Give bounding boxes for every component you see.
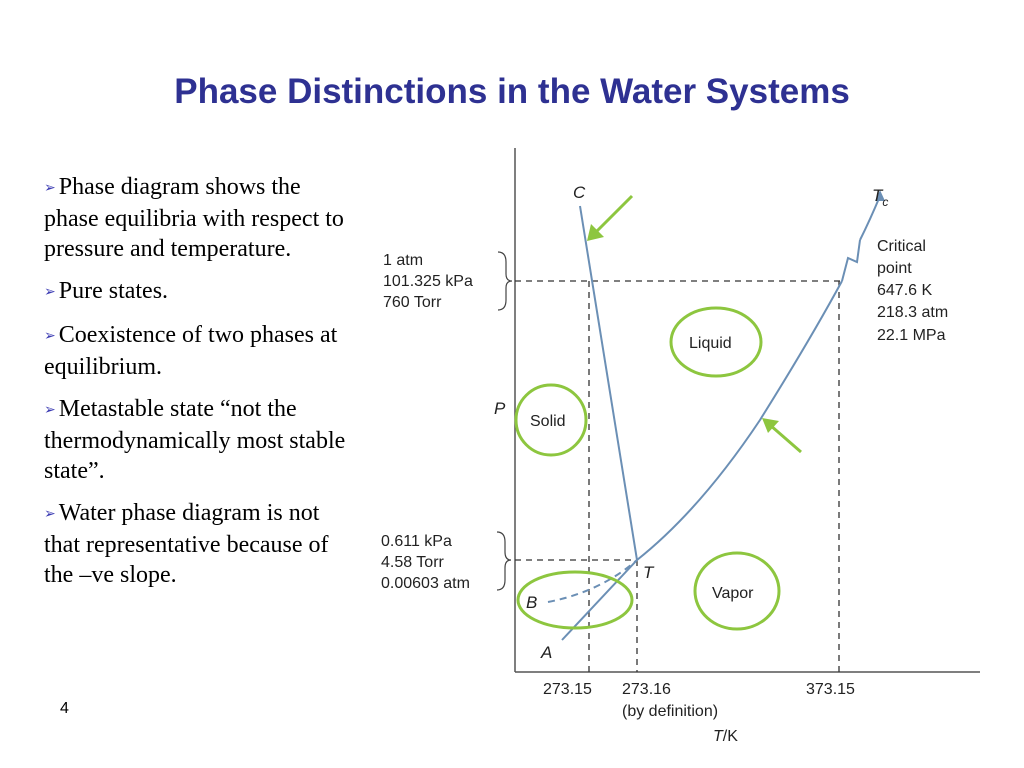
- x-tick-note: (by definition): [622, 703, 718, 720]
- solid-region-label: Solid: [530, 413, 566, 430]
- svg-text:101.325 kPa: 101.325 kPa: [383, 273, 473, 290]
- temperature-axis-label: T/K: [713, 728, 738, 745]
- liquid-highlight-circle: [669, 306, 763, 378]
- point-tc-label: Tc: [872, 186, 888, 209]
- pressure-high-labels: 1 atm 101.325 kPa 760 Torr: [383, 252, 473, 311]
- bullet-list: ➢ Phase diagram shows the phase equilibri…: [44, 172, 354, 602]
- pressure-low-labels: 0.611 kPa 4.58 Torr 0.00603 atm: [381, 533, 470, 592]
- x-tick-273-16: 273.16: [622, 681, 671, 698]
- bullet-item: ➢ Coexistence of two phases at equilibriu…: [44, 322, 338, 380]
- slide-title: Phase Distinctions in the Water Systems: [174, 72, 850, 111]
- pressure-axis-label: P: [494, 399, 506, 418]
- arrowhead-bullet-icon: ➢: [44, 285, 56, 300]
- vapor-highlight-circle: [693, 551, 781, 631]
- svg-text:Critical: Critical: [877, 238, 926, 255]
- brace-high: [497, 251, 513, 311]
- x-tick-273-15: 273.15: [543, 681, 592, 698]
- bullet-item: ➢ Water phase diagram is not that represe…: [44, 500, 329, 588]
- green-arrow-icon: [762, 418, 802, 454]
- arrowhead-bullet-icon: ➢: [44, 181, 56, 196]
- svg-text:0.611 kPa: 0.611 kPa: [381, 533, 452, 550]
- arrowhead-bullet-icon: ➢: [44, 507, 56, 522]
- vapor-region-label: Vapor: [712, 585, 754, 602]
- critical-point-labels: Critical point 647.6 K 218.3 atm 22.1 MP…: [877, 238, 948, 344]
- solid-highlight-circle: [514, 383, 588, 457]
- brace-low: [496, 531, 512, 591]
- point-a-label: A: [540, 643, 552, 662]
- point-b-label: B: [526, 593, 537, 612]
- bullet-item: ➢ Pure states.: [44, 278, 169, 304]
- svg-text:218.3 atm: 218.3 atm: [877, 304, 948, 321]
- liquid-vapor-curve: [636, 280, 843, 561]
- liquid-region-label: Liquid: [689, 335, 732, 352]
- svg-text:1 atm: 1 atm: [383, 252, 423, 269]
- tc-arrowhead-icon: [875, 190, 885, 201]
- bullet-item: ➢ Metastable state “not the thermodynamic…: [44, 396, 346, 484]
- bullet-item: ➢ Phase diagram shows the phase equilibri…: [44, 174, 344, 262]
- point-c-label: C: [573, 183, 586, 202]
- slide-number: 4: [60, 700, 69, 717]
- solid-liquid-line: [579, 205, 638, 561]
- x-tick-373-15: 373.15: [806, 681, 855, 698]
- svg-text:647.6 K: 647.6 K: [877, 282, 932, 299]
- arrowhead-bullet-icon: ➢: [44, 329, 56, 344]
- svg-text:4.58 Torr: 4.58 Torr: [381, 554, 445, 571]
- svg-text:760 Torr: 760 Torr: [383, 294, 442, 311]
- metastable-curve: [547, 559, 638, 603]
- svg-text:22.1 MPa: 22.1 MPa: [877, 327, 946, 344]
- triple-point-label: T: [643, 563, 655, 582]
- green-arrow-icon: [587, 194, 634, 241]
- svg-text:point: point: [877, 260, 912, 277]
- critical-break: [841, 239, 861, 282]
- svg-text:0.00603 atm: 0.00603 atm: [381, 575, 470, 592]
- arrowhead-bullet-icon: ➢: [44, 403, 56, 418]
- metastable-highlight-circle: [516, 570, 634, 630]
